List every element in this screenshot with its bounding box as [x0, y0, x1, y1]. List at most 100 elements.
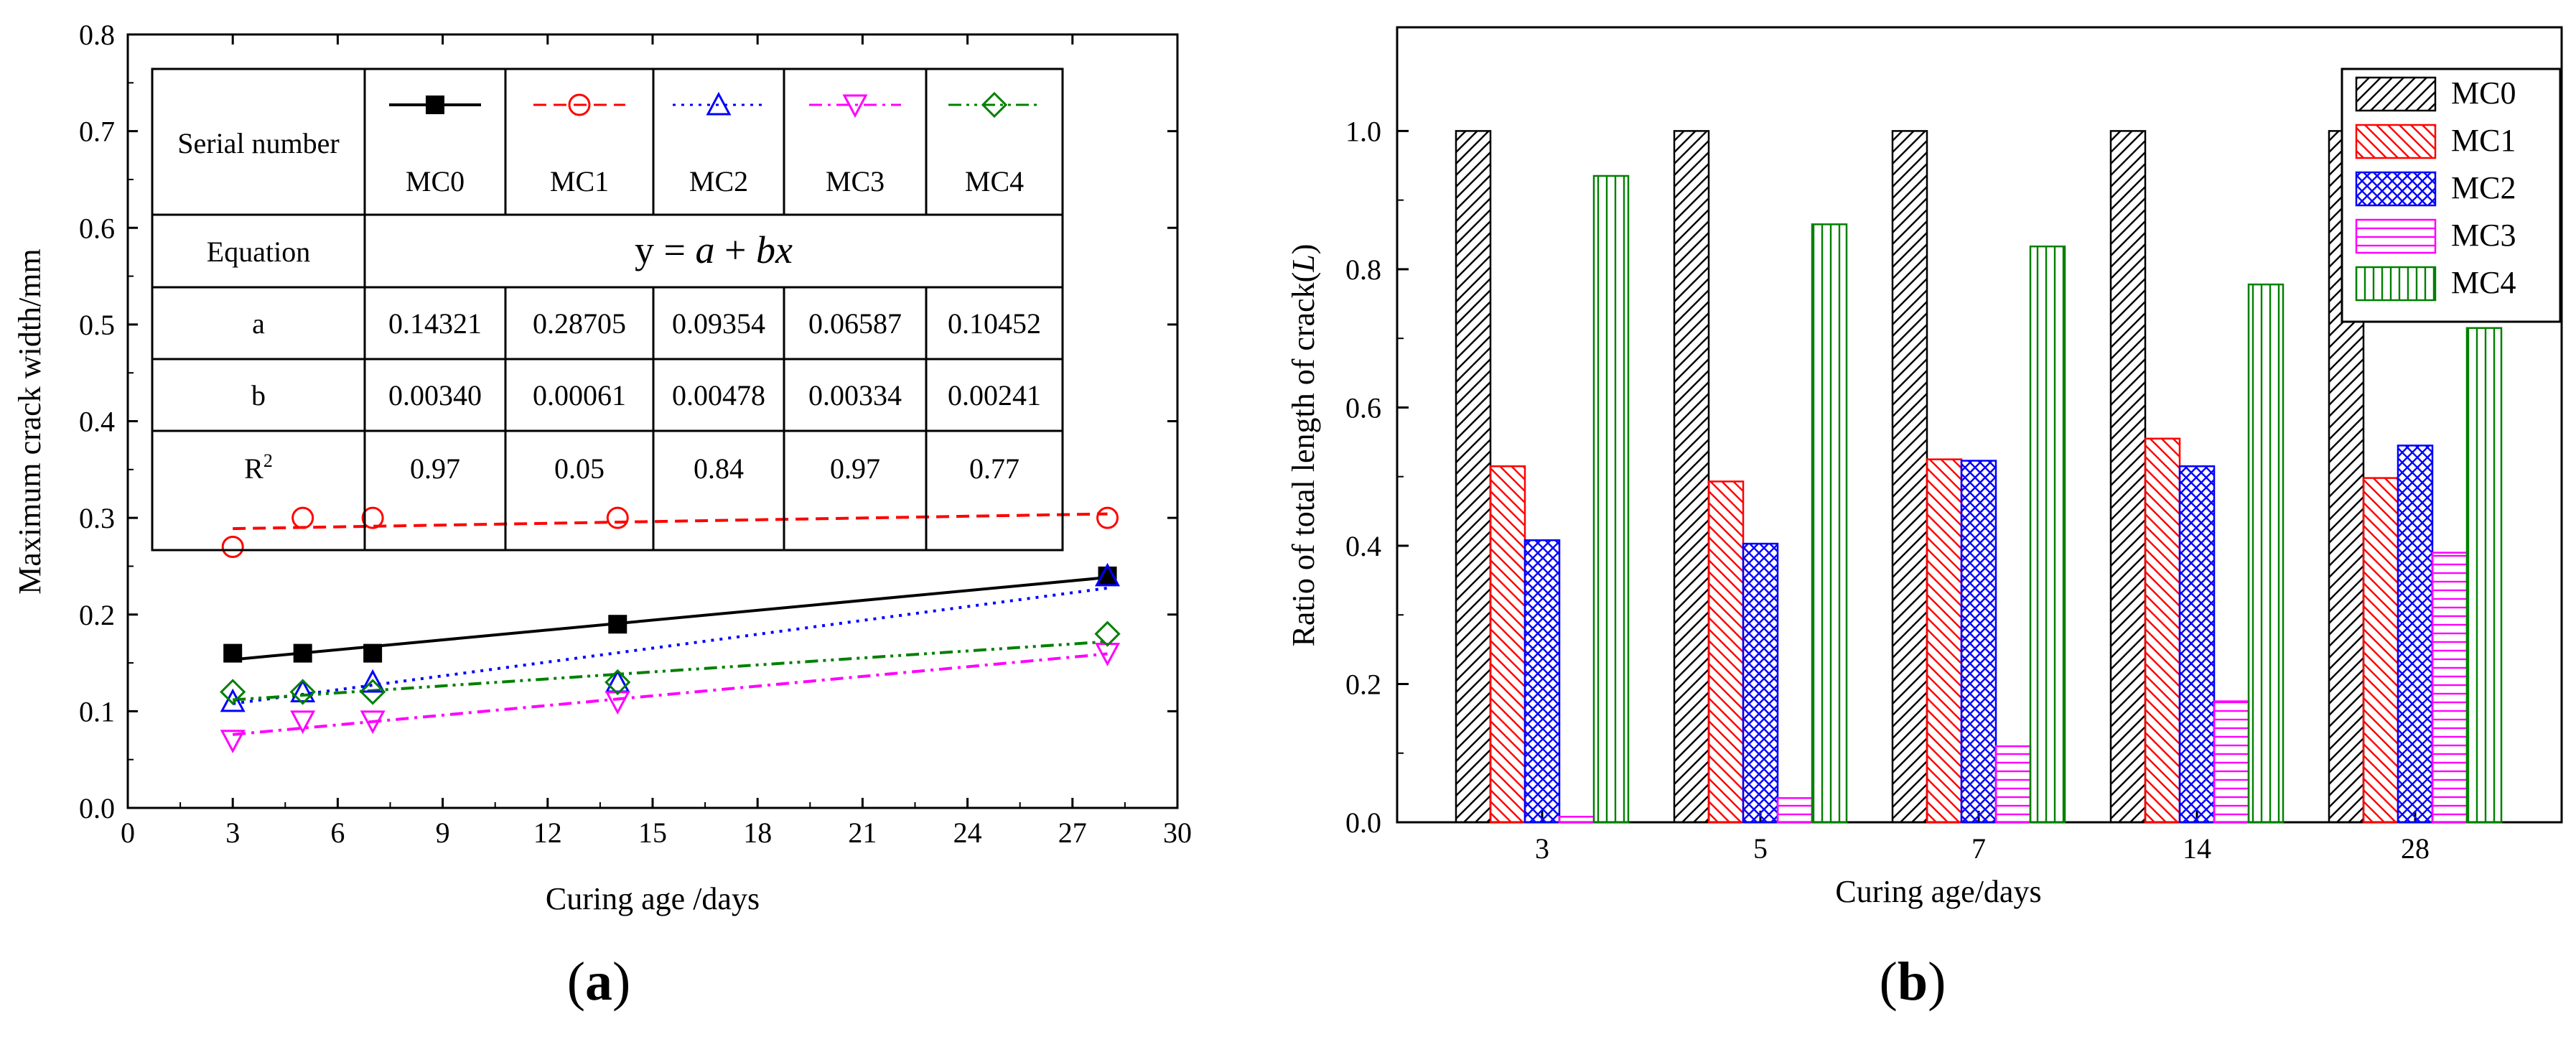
table-r2-value: 0.05 [554, 452, 605, 485]
table-r2-value: 0.97 [410, 452, 460, 485]
table-series-name: MC3 [826, 165, 885, 197]
bar-mc0 [2111, 131, 2145, 822]
bar-mc3 [1559, 817, 1594, 822]
table-b-label: b [251, 379, 266, 411]
table-equation-label: Equation [207, 236, 310, 268]
table-r2-value: 0.97 [830, 452, 880, 485]
y-tick-label: 0.8 [79, 19, 115, 51]
x-tick-label: 24 [953, 817, 982, 849]
panel-b-legend: MC0 MC1 MC2 MC3 MC4 [2342, 69, 2560, 322]
table-series-name: MC1 [550, 165, 609, 197]
legend-swatch-mc1 [2356, 125, 2435, 158]
y-tick-label: 1.0 [1345, 115, 1381, 147]
table-b-value: 0.00241 [948, 379, 1041, 411]
table-r2-label: R2 [244, 450, 273, 485]
bar-mc3 [2432, 553, 2467, 822]
table-b-value: 0.00061 [533, 379, 626, 411]
legend-swatch-mc4 [2356, 267, 2435, 300]
legend-label-mc1: MC1 [2451, 123, 2516, 158]
x-tick-label: 0 [121, 817, 135, 849]
table-a-value: 0.10452 [948, 307, 1041, 340]
table-a-value: 0.06587 [808, 307, 902, 340]
panel-a-data-points [221, 508, 1119, 751]
legend-label-mc3: MC3 [2451, 218, 2516, 253]
bar-mc3 [1778, 798, 1812, 822]
bar-mc1 [2363, 478, 2398, 822]
panel-a-x-axis-label: Curing age /days [546, 881, 760, 916]
y-tick-label: 0.1 [79, 695, 115, 727]
table-r2-value: 0.84 [694, 452, 744, 485]
bar-mc0 [1456, 131, 1490, 822]
x-tick-label: 5 [1753, 832, 1768, 865]
bar-mc3 [1996, 746, 2030, 822]
panel-b: 0.00.20.40.60.81.0 3 5 7 14 28 MC0MC1MC2MC3M… [1286, 27, 2562, 1012]
bar-mc2 [1525, 540, 1559, 822]
data-point-mc0 [363, 644, 382, 663]
bar-mc4 [2467, 328, 2501, 822]
table-r2-value: 0.77 [969, 452, 1019, 485]
data-point-mc1 [1098, 508, 1118, 528]
bar-mc1 [1490, 466, 1525, 822]
x-tick-label: 3 [1535, 832, 1549, 865]
data-point-mc0 [608, 615, 627, 633]
table-value-cells: MC0 0.14321 0.00340 0.97 MC1 0.28705 0.00061 0.… [388, 165, 1041, 485]
x-tick-label: 9 [436, 817, 450, 849]
data-point-mc1 [293, 508, 313, 528]
legend-label-mc2: MC2 [2451, 170, 2516, 205]
table-series-name: MC4 [965, 165, 1024, 197]
data-point-mc0 [223, 644, 242, 663]
table-a-value: 0.09354 [672, 307, 765, 340]
table-a-value: 0.28705 [533, 307, 626, 340]
x-tick-label: 27 [1058, 817, 1087, 849]
y-tick-label: 0.2 [1345, 668, 1381, 700]
y-tick-label: 0.0 [79, 792, 115, 824]
x-tick-label: 18 [743, 817, 772, 849]
table-b-value: 0.00478 [672, 379, 765, 411]
data-point-mc2 [292, 681, 314, 701]
table-b-value: 0.00334 [808, 379, 902, 411]
bar-mc2 [2180, 466, 2214, 822]
figure: 0.00.10.20.30.40.50.60.70.8 0 3 6 9 12 15 18 21… [0, 0, 2576, 1037]
equation-table: Serial number Equation y = a + bx a b R2… [152, 69, 1063, 550]
data-point-mc0 [294, 644, 312, 663]
data-point-mc3 [607, 692, 628, 712]
panel-b-x-axis-label: Curing age/days [1835, 874, 2041, 909]
table-equation-value: y = a + bx [635, 228, 793, 271]
bar-mc0 [1674, 131, 1709, 822]
legend-marker-mc0 [426, 96, 444, 114]
y-tick-label: 0.5 [79, 309, 115, 341]
bar-mc3 [2214, 702, 2249, 822]
legend-label-mc0: MC0 [2451, 75, 2516, 111]
y-tick-label: 0.6 [1345, 391, 1381, 424]
bar-mc2 [1743, 544, 1778, 822]
panel-a: 0.0 0.1 0.2 0.3 0.4 0.5 0.6 0.7 0.8 0 3 6 9 12 15 18 21… [12, 19, 1192, 1012]
panel-b-label: (b) [1880, 952, 1946, 1012]
table-series-name: MC0 [406, 165, 465, 197]
bar-mc0 [1893, 131, 1927, 822]
panel-a-label: (a) [567, 952, 631, 1012]
y-tick-label: 0.3 [79, 502, 115, 534]
data-point-mc1 [607, 508, 627, 528]
x-tick-label: 14 [2183, 832, 2211, 865]
bar-mc2 [1961, 461, 1996, 822]
y-tick-label: 0.4 [1345, 530, 1381, 562]
legend-swatch-mc0 [2356, 78, 2435, 111]
panel-b-y-axis-label: Ratio of total length of crack(L) [1286, 244, 1321, 647]
data-point-mc2 [222, 691, 243, 711]
data-point-mc4 [1096, 623, 1119, 646]
legend-swatch-mc3 [2356, 220, 2435, 253]
data-point-mc1 [223, 537, 243, 557]
x-tick-label: 6 [330, 817, 345, 849]
bar-mc2 [2398, 445, 2432, 822]
bar-mc1 [2145, 439, 2180, 822]
y-tick-label: 0.8 [1345, 254, 1381, 286]
x-tick-label: 3 [225, 817, 240, 849]
table-series-name: MC2 [689, 165, 748, 197]
bar-mc4 [2030, 246, 2065, 822]
table-serial-number-label: Serial number [177, 127, 340, 159]
x-tick-label: 28 [2401, 832, 2430, 865]
panel-b-y-ticks: 0.0 0.2 0.4 0.6 0.8 1.0 [1345, 115, 1409, 839]
bar-mc4 [1594, 176, 1628, 822]
table-b-value: 0.00340 [388, 379, 482, 411]
panel-a-y-axis-label: Maximum crack width/mm [12, 248, 47, 594]
